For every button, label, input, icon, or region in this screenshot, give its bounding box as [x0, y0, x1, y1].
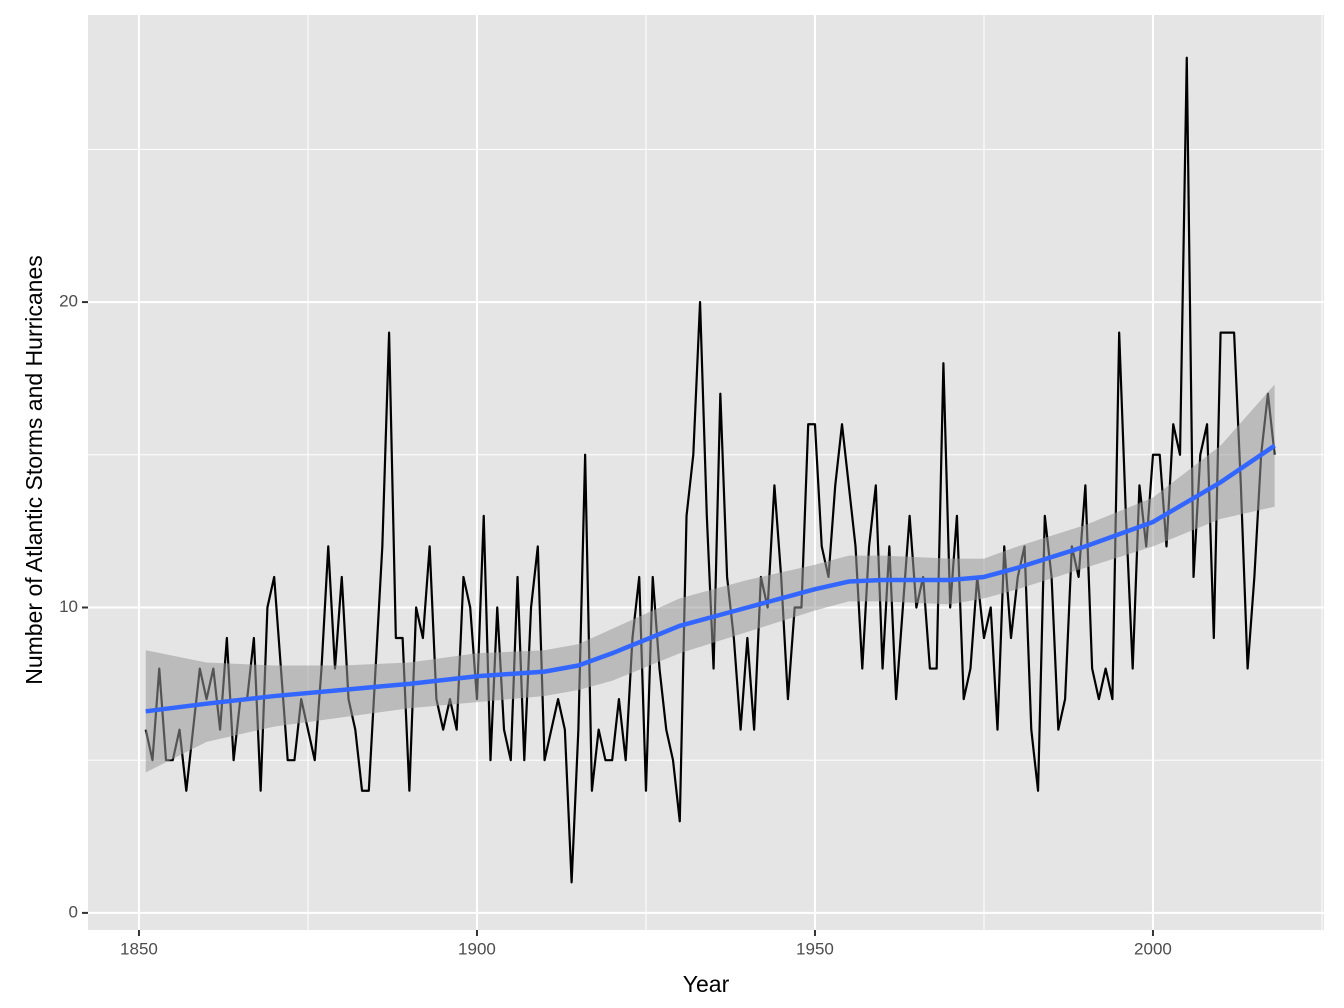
y-axis-title: Number of Atlantic Storms and Hurricanes [21, 255, 47, 685]
y-tick-label: 10 [59, 597, 78, 616]
x-tick-label: 1950 [796, 939, 834, 958]
confidence-band [145, 384, 1275, 773]
x-tick-label: 1850 [120, 939, 158, 958]
y-tick-label: 0 [69, 902, 78, 921]
y-tick-label: 20 [59, 292, 78, 311]
x-tick-label: 1900 [458, 939, 496, 958]
x-axis-title: Year [683, 971, 730, 997]
x-tick-label: 2000 [1134, 939, 1172, 958]
smooth-line [145, 443, 1276, 714]
